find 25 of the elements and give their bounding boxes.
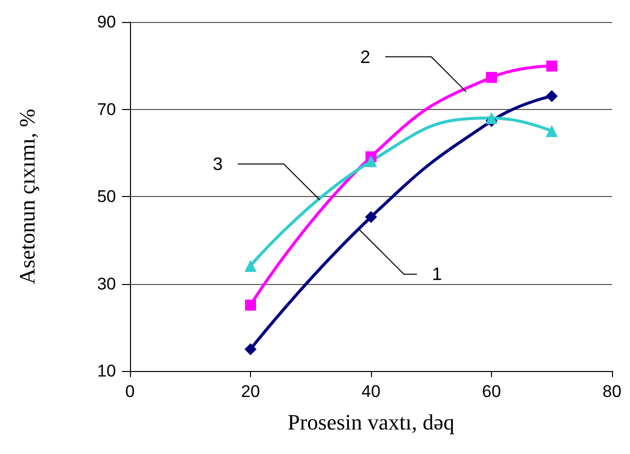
x-axis-title: Prosesin vaxtı, dəq (288, 410, 454, 434)
x-tick-label: 80 (602, 382, 622, 401)
y-tick-label: 90 (97, 12, 116, 32)
point (365, 211, 377, 224)
y-tick-label: 70 (97, 100, 116, 119)
annotation: 3 (212, 154, 223, 174)
x-tick-label: 0 (125, 382, 135, 401)
annotation: 1 (432, 264, 442, 284)
point (546, 90, 558, 102)
point (486, 112, 498, 124)
point (244, 343, 256, 356)
point (546, 125, 558, 138)
y-axis-title: Asetonun çıxımı, % (14, 108, 40, 284)
annotation: 2 (360, 46, 370, 67)
x-tick-label: 20 (241, 382, 260, 401)
point (244, 260, 256, 272)
y-tick-label: 30 (97, 274, 116, 294)
x-tick-label: 40 (362, 382, 380, 401)
y-tick-label: 50 (97, 187, 116, 206)
point (365, 155, 377, 168)
x-tick-label: 60 (482, 382, 501, 401)
point (245, 300, 256, 311)
point (546, 60, 558, 72)
point (486, 72, 497, 83)
y-tick-label: 10 (97, 362, 116, 380)
